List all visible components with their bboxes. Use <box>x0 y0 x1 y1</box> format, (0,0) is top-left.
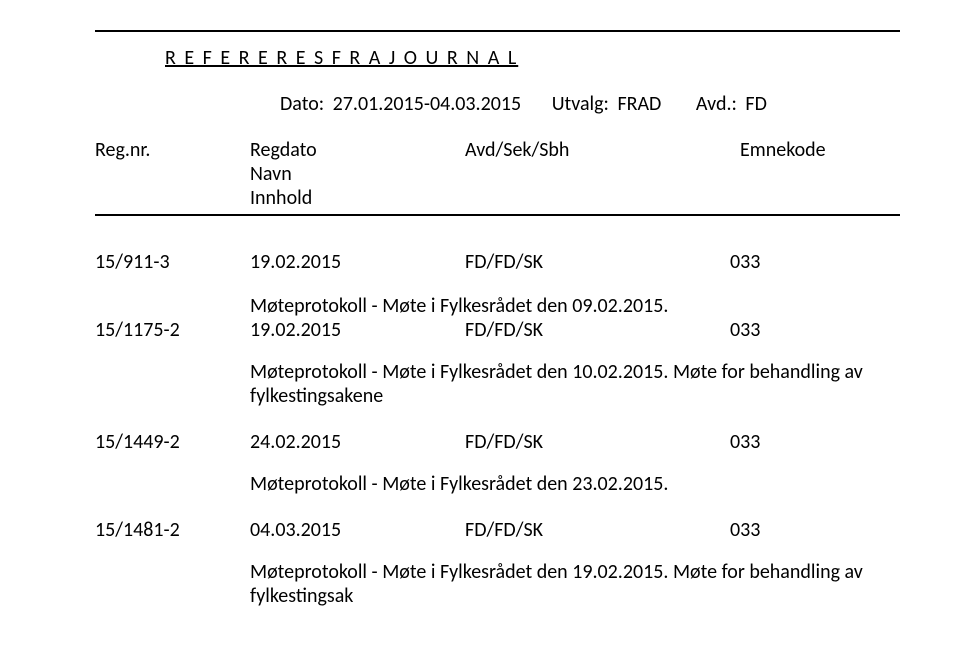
utvalg-label: Utvalg: <box>552 92 609 116</box>
entry-row: 15/1481-2 04.03.2015 FD/FD/SK 033 <box>95 518 900 542</box>
entry-row: 15/1449-2 24.02.2015 FD/FD/SK 033 <box>95 430 900 454</box>
entry-date: 24.02.2015 <box>250 430 465 454</box>
entry-regnr: 15/1449-2 <box>95 430 250 454</box>
subheader-stack: Navn Innhold <box>250 162 312 210</box>
header-separator-rule <box>95 214 900 216</box>
entry-regnr: 15/1175-2 <box>95 318 250 342</box>
column-subheader-row: Navn Innhold <box>95 162 900 210</box>
entry-date: 19.02.2015 <box>250 318 465 342</box>
entry-code: FD/FD/SK <box>465 250 730 274</box>
header-avdseksbh: Avd/Sek/Sbh <box>465 138 740 162</box>
entry-description: Møteprotokoll - Møte i Fylkesrådet den 1… <box>250 560 900 608</box>
avd-label: Avd.: <box>696 92 737 116</box>
dato-label: Dato: <box>280 92 324 116</box>
entry-description: Møteprotokoll - Møte i Fylkesrådet den 0… <box>250 294 900 318</box>
avd-value: FD <box>745 92 767 116</box>
journal-entry: 15/1175-2 19.02.2015 FD/FD/SK 033 Møtepr… <box>95 318 900 408</box>
top-horizontal-rule <box>95 30 900 32</box>
header-regnr: Reg.nr. <box>95 138 250 162</box>
header-innhold: Innhold <box>250 186 312 210</box>
header-navn: Navn <box>250 162 312 186</box>
entry-code: FD/FD/SK <box>465 318 730 342</box>
entry-number: 033 <box>730 250 900 274</box>
entry-code: FD/FD/SK <box>465 430 730 454</box>
document-page: R E F E R E R E S F R A J O U R N A L Da… <box>0 0 960 628</box>
entry-row: 15/911-3 19.02.2015 FD/FD/SK 033 <box>95 250 900 274</box>
entry-date: 04.03.2015 <box>250 518 465 542</box>
entry-row: 15/1175-2 19.02.2015 FD/FD/SK 033 <box>95 318 900 342</box>
column-header-row: Reg.nr. Regdato Avd/Sek/Sbh Emnekode <box>95 138 900 162</box>
subheader-spacer <box>95 162 250 210</box>
header-regdato: Regdato <box>250 138 465 162</box>
entry-number: 033 <box>730 430 900 454</box>
entry-description: Møteprotokoll - Møte i Fylkesrådet den 1… <box>250 360 900 408</box>
journal-entry: 15/1449-2 24.02.2015 FD/FD/SK 033 Møtepr… <box>95 430 900 496</box>
entry-regnr: 15/1481-2 <box>95 518 250 542</box>
entry-description: Møteprotokoll - Møte i Fylkesrådet den 2… <box>250 472 900 496</box>
entry-code: FD/FD/SK <box>465 518 730 542</box>
journal-entry: 15/911-3 19.02.2015 FD/FD/SK 033 Møtepro… <box>95 250 900 318</box>
date-line: Dato: 27.01.2015-04.03.2015 Utvalg: FRAD… <box>280 92 900 116</box>
entry-date: 19.02.2015 <box>250 250 465 274</box>
entry-regnr: 15/911-3 <box>95 250 250 274</box>
journal-title: R E F E R E R E S F R A J O U R N A L <box>165 46 900 70</box>
entry-number: 033 <box>730 318 900 342</box>
entry-number: 033 <box>730 518 900 542</box>
utvalg-value: FRAD <box>617 92 661 116</box>
header-emnekode: Emnekode <box>740 138 900 162</box>
journal-entry: 15/1481-2 04.03.2015 FD/FD/SK 033 Møtepr… <box>95 518 900 608</box>
dato-value: 27.01.2015-04.03.2015 <box>333 92 522 116</box>
